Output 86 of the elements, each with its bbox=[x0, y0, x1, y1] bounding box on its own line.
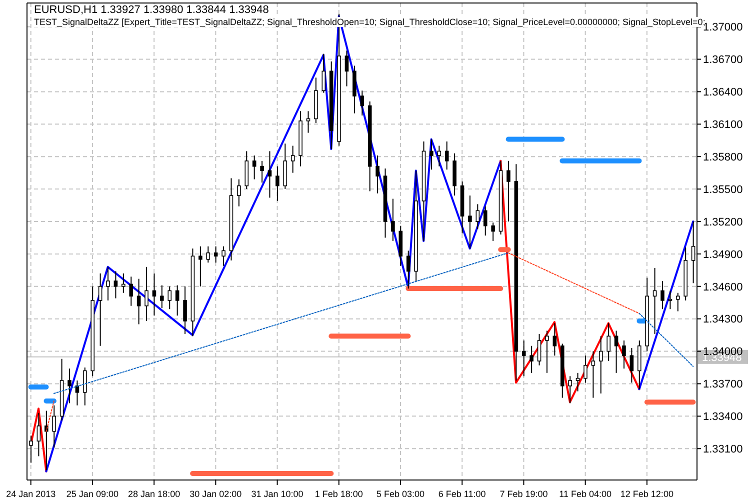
candlestick bbox=[568, 376, 572, 404]
candlestick bbox=[344, 50, 349, 87]
y-tick-label: 1.35500 bbox=[703, 184, 743, 196]
x-tick-label: 25 Jan 09:00 bbox=[66, 489, 118, 499]
x-tick-label: 30 Jan 02:00 bbox=[190, 489, 242, 499]
y-tick-label: 1.33400 bbox=[703, 411, 743, 424]
candlestick bbox=[360, 90, 364, 116]
y-tick-label: 1.34900 bbox=[703, 248, 743, 261]
candlestick bbox=[83, 367, 87, 406]
candlestick bbox=[506, 160, 510, 222]
candlestick bbox=[206, 246, 210, 264]
candlestick bbox=[444, 140, 449, 170]
candlestick bbox=[152, 272, 156, 316]
candlestick bbox=[606, 322, 610, 362]
y-tick-label: 1.34300 bbox=[703, 314, 743, 326]
candlestick bbox=[391, 198, 395, 242]
candlestick bbox=[276, 166, 280, 202]
y-tick-label: 1.35800 bbox=[703, 151, 743, 164]
x-tick-label: 6 Feb 11:00 bbox=[438, 489, 486, 499]
candlestick bbox=[222, 246, 226, 266]
candlestick bbox=[430, 138, 434, 170]
candlestick bbox=[36, 412, 41, 457]
candlestick bbox=[114, 270, 118, 299]
candlestick bbox=[614, 330, 618, 374]
y-tick-label: 1.33700 bbox=[703, 378, 743, 391]
candlestick bbox=[584, 355, 588, 384]
x-tick-label: 24 Jan 2013 bbox=[6, 489, 56, 499]
candlestick bbox=[530, 345, 534, 374]
candlestick bbox=[136, 278, 141, 325]
y-tick-label: 1.36400 bbox=[703, 86, 743, 99]
y-tick-label: 1.36100 bbox=[703, 119, 743, 132]
candlestick bbox=[660, 280, 664, 310]
candlestick bbox=[537, 333, 542, 366]
candlestick bbox=[237, 178, 241, 207]
candlestick bbox=[52, 404, 56, 448]
candlestick bbox=[376, 155, 380, 194]
x-tick-label: 1 Feb 18:00 bbox=[314, 489, 363, 499]
x-tick-label: 28 Jan 18:00 bbox=[128, 489, 180, 499]
candlestick bbox=[483, 206, 488, 236]
candlestick bbox=[491, 222, 495, 242]
candlestick bbox=[98, 272, 102, 346]
y-tick-label: 1.36700 bbox=[703, 54, 743, 66]
candlestick bbox=[591, 350, 596, 398]
x-tick-label: 12 Feb 12:00 bbox=[620, 489, 674, 499]
text: TEST_SignalDeltaZZ [Expert_Title=TEST_SignalDeltaZZ; Signal_ThresholdOpen=10; Signal_ThresholdClose=10; Signal_PriceLevel=0.00000000; Signal_StopLevel=0; bbox=[34, 17, 706, 27]
candlestick bbox=[437, 145, 442, 167]
candlestick bbox=[406, 250, 410, 290]
candlestick bbox=[129, 276, 134, 306]
candlestick bbox=[630, 348, 634, 384]
x-tick-label: 11 Feb 04:00 bbox=[559, 489, 612, 499]
y-tick-label: 1.37000 bbox=[703, 22, 743, 34]
candlestick bbox=[106, 266, 110, 301]
candlestick bbox=[652, 268, 657, 334]
candlestick bbox=[144, 266, 148, 322]
x-tick-label: 5 Feb 03:00 bbox=[376, 489, 425, 499]
candlestick bbox=[545, 330, 549, 374]
candlestick bbox=[168, 286, 172, 310]
y-tick-label: 1.34600 bbox=[703, 281, 743, 294]
candlestick bbox=[576, 372, 580, 392]
line-series bbox=[500, 160, 640, 404]
candlestick bbox=[306, 110, 310, 134]
candlestick bbox=[476, 204, 480, 230]
candlestick bbox=[183, 286, 187, 334]
chart-title: EURUSD,H1 1.33927 1.33980 1.33844 1.33948 bbox=[34, 4, 269, 16]
candlestick bbox=[676, 292, 680, 312]
candlestick bbox=[198, 246, 202, 287]
candlestick bbox=[68, 368, 72, 404]
candlestick bbox=[622, 340, 626, 370]
x-tick-label: 7 Feb 19:00 bbox=[500, 489, 548, 499]
candlestick bbox=[468, 195, 472, 250]
y-tick-label: 1.35200 bbox=[703, 216, 743, 228]
candlestick bbox=[122, 272, 126, 294]
candlestick bbox=[260, 160, 264, 184]
candlestick bbox=[668, 290, 672, 310]
x-tick-label: 31 Jan 10:00 bbox=[251, 489, 304, 499]
candlestick bbox=[290, 145, 295, 174]
candlestick bbox=[552, 322, 557, 356]
candlestick bbox=[522, 340, 526, 377]
candlestick bbox=[598, 336, 603, 394]
candlestick bbox=[160, 284, 164, 309]
candlestick bbox=[252, 155, 256, 180]
candlestick bbox=[175, 284, 180, 316]
candlestick bbox=[268, 150, 272, 198]
candlestick bbox=[322, 53, 326, 94]
y-tick-label: 1.33100 bbox=[703, 444, 743, 456]
candlestick bbox=[214, 246, 218, 264]
